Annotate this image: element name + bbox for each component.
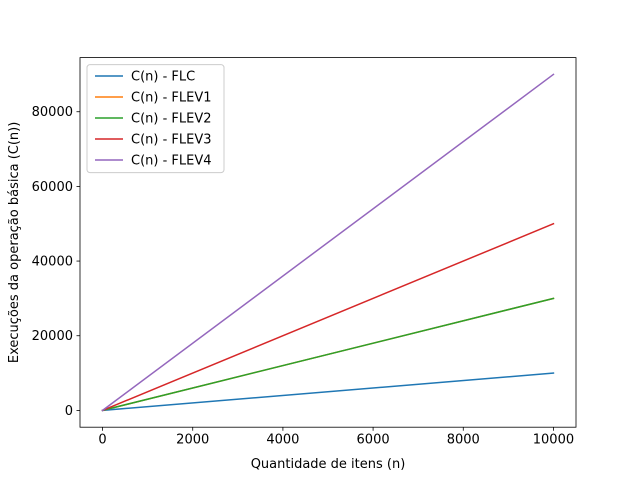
series-layer — [101, 73, 555, 412]
legend-label: C(n) - FLEV2 — [131, 112, 212, 127]
legend-items: C(n) - FLC C(n) - FLEV1 C(n) - FLEV2 C(n) -… — [95, 70, 212, 169]
x-axis-label: Quantidade de itens (n) — [251, 457, 406, 472]
x-tick-label: 10000 — [533, 433, 574, 448]
y-tick-label: 20000 — [32, 329, 73, 344]
y-tick-label: 60000 — [32, 180, 73, 195]
legend-label: C(n) - FLEV3 — [131, 133, 212, 148]
x-tick-label: 2000 — [176, 433, 209, 448]
x-tick-label: 6000 — [357, 433, 390, 448]
series-line-1 — [101, 372, 555, 412]
legend-label: C(n) - FLEV4 — [131, 154, 212, 169]
legend-label: C(n) - FLEV1 — [131, 91, 212, 106]
y-tick-label: 40000 — [32, 255, 73, 270]
y-axis-ticks: 0 20000 40000 60000 80000 — [32, 105, 80, 419]
y-axis-label: Execuções da operação básica (C(n)) — [7, 122, 22, 363]
series-line-4 — [101, 222, 555, 412]
x-tick-label: 0 — [98, 433, 106, 448]
x-tick-label: 4000 — [266, 433, 299, 448]
series-line-3 — [101, 297, 555, 412]
legend-box — [86, 64, 225, 174]
series-line-5 — [101, 73, 555, 412]
x-axis-ticks: 0 2000 4000 6000 8000 10000 — [98, 427, 574, 448]
legend: C(n) - FLC C(n) - FLEV1 C(n) - FLEV2 C(n) -… — [86, 64, 225, 174]
y-tick-label: 0 — [65, 404, 73, 419]
x-tick-label: 8000 — [447, 433, 480, 448]
legend-label: C(n) - FLC — [131, 70, 195, 85]
axes-frame — [79, 57, 577, 428]
y-tick-label: 80000 — [32, 105, 73, 120]
